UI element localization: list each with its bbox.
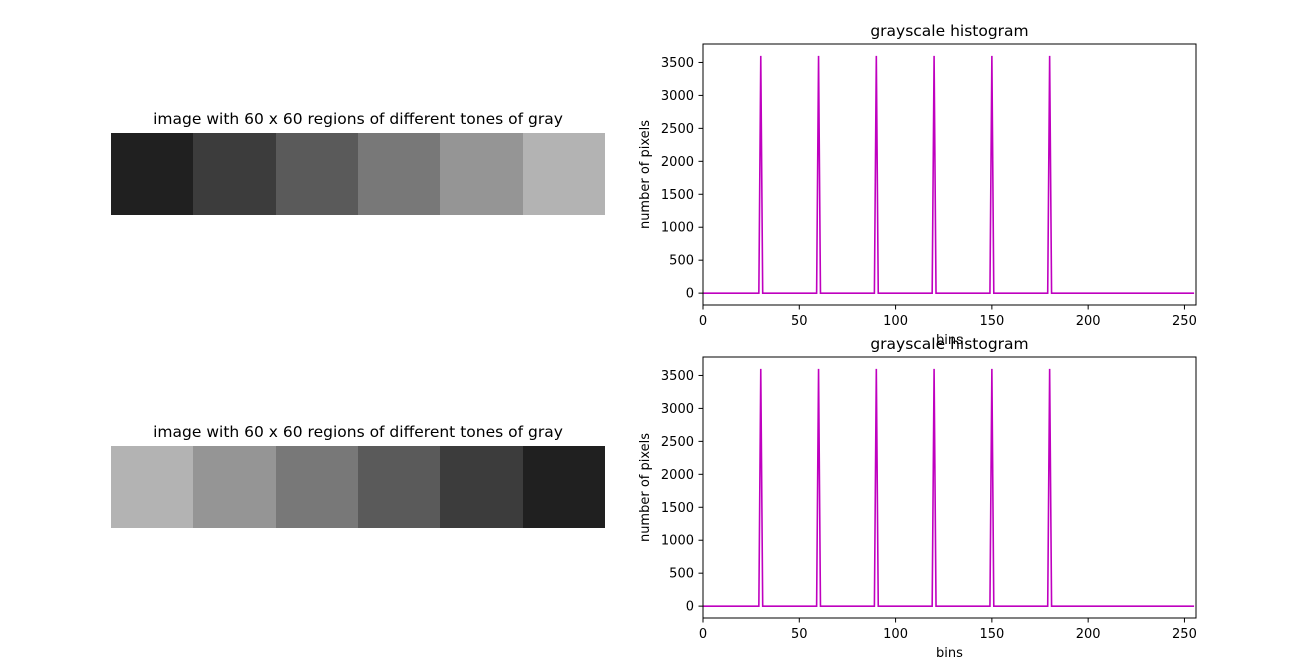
y-tick-label: 2000 <box>661 155 694 170</box>
chart-title: grayscale histogram <box>870 22 1028 40</box>
x-axis-label: bins <box>936 333 963 348</box>
image-title-1: image with 60 x 60 regions of different … <box>153 110 563 128</box>
x-tick-label: 50 <box>791 314 808 329</box>
x-tick-label: 250 <box>1172 314 1197 329</box>
gray-tone-region <box>275 133 358 215</box>
y-tick-label: 1500 <box>661 188 694 203</box>
x-tick-label: 200 <box>1076 314 1101 329</box>
y-tick-label: 500 <box>669 254 694 269</box>
y-tick-label: 3500 <box>661 56 694 71</box>
gray-tone-region <box>193 133 276 215</box>
y-tick-label: 0 <box>686 287 694 302</box>
y-tick-label: 2500 <box>661 122 694 137</box>
image-title-2: image with 60 x 60 regions of different … <box>153 423 563 441</box>
gray-tone-region <box>440 133 523 215</box>
gray-tone-region <box>522 446 605 528</box>
gray-tone-region <box>275 446 358 528</box>
x-tick-label: 150 <box>979 314 1004 329</box>
histogram-line <box>703 55 1195 294</box>
gray-tone-region <box>193 446 276 528</box>
gray-tone-region <box>357 133 441 215</box>
gray-tone-region <box>111 133 194 215</box>
gray-tone-region <box>111 446 194 528</box>
y-tick-label: 3000 <box>661 89 694 104</box>
gray-tone-region <box>440 446 523 528</box>
gray-tone-strip-2 <box>111 446 605 528</box>
y-axis-label: number of pixels <box>638 120 653 229</box>
y-tick-label: 1000 <box>661 221 694 236</box>
x-tick-label: 0 <box>699 314 707 329</box>
x-tick-label: 100 <box>883 314 908 329</box>
gray-tone-region <box>357 446 441 528</box>
gray-tone-strip-1 <box>111 133 605 215</box>
plot-frame <box>702 43 1197 306</box>
gray-tone-region <box>522 133 605 215</box>
